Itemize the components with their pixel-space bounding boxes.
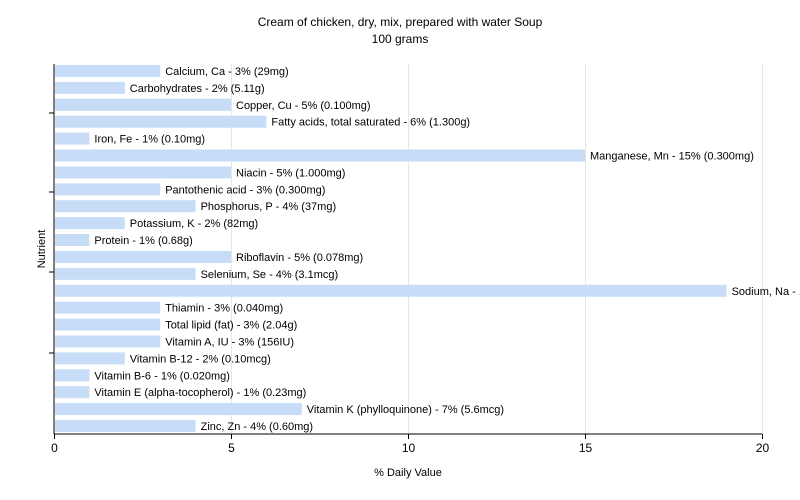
bar <box>55 234 90 247</box>
x-axis-label: % Daily Value <box>374 467 442 479</box>
bar-label: Carbohydrates - 2% (5.11g) <box>130 83 265 95</box>
bar <box>55 420 196 432</box>
bar <box>55 352 125 365</box>
x-tick-label: 20 <box>756 441 770 455</box>
x-tick-label: 10 <box>402 441 416 455</box>
bar-label: Pantothenic acid - 3% (0.300mg) <box>165 184 325 196</box>
bar <box>55 250 231 263</box>
bar-label: Potassium, K - 2% (82mg) <box>130 218 258 230</box>
bar-label: Manganese, Mn - 15% (0.300mg) <box>590 151 754 163</box>
chart-title: Cream of chicken, dry, mix, prepared wit… <box>257 15 543 29</box>
bars: Calcium, Ca - 3% (29mg) Carbohydrates - 2… <box>55 65 800 433</box>
bar-label: Vitamin A, IU - 3% (156IU) <box>165 336 294 348</box>
bar-label: Fatty acids, total saturated - 6% (1.300… <box>271 117 470 129</box>
bar <box>55 369 90 382</box>
bar <box>55 65 161 77</box>
bar <box>55 284 727 297</box>
bar-label: Total lipid (fat) - 3% (2.04g) <box>165 320 297 332</box>
bar-label: Vitamin K (phylloquinone) - 7% (5.6mcg) <box>307 404 504 416</box>
bar-label: Thiamin - 3% (0.040mg) <box>165 303 283 315</box>
bar <box>55 386 90 399</box>
bar-label: Phosphorus, P - 4% (37mg) <box>201 201 337 213</box>
bar-label: Vitamin E (alpha-tocopherol) - 1% (0.23m… <box>94 387 306 399</box>
bar-label: Vitamin B-6 - 1% (0.020mg) <box>94 370 230 382</box>
bar <box>55 183 161 196</box>
bar <box>55 98 231 111</box>
bar <box>55 115 267 128</box>
bar <box>55 200 196 213</box>
x-tick-label: 5 <box>228 441 235 455</box>
bar <box>55 149 585 162</box>
bar <box>55 335 161 348</box>
bar <box>55 217 125 230</box>
bar <box>55 301 161 314</box>
bar-label: Calcium, Ca - 3% (29mg) <box>165 66 288 78</box>
bar-label: Niacin - 5% (1.000mg) <box>236 167 345 179</box>
bar <box>55 267 196 280</box>
bar <box>55 81 125 94</box>
bar-label: Riboflavin - 5% (0.078mg) <box>236 252 363 264</box>
bar-label: Sodium, Na - 19% (454mg) <box>732 286 800 298</box>
bar-label: Iron, Fe - 1% (0.10mg) <box>94 134 205 146</box>
bar-label: Protein - 1% (0.68g) <box>94 235 192 247</box>
bar-label: Zinc, Zn - 4% (0.60mg) <box>201 421 313 433</box>
y-ticks <box>49 112 54 354</box>
x-tick-label: 0 <box>51 441 58 455</box>
y-axis-label: Nutrient <box>36 230 48 269</box>
chart-subtitle: 100 grams <box>371 32 429 46</box>
bar-label: Selenium, Se - 4% (3.1mcg) <box>201 269 339 281</box>
x-tick-label: 15 <box>579 441 593 455</box>
x-ticks: 0 5 10 15 20 <box>51 434 769 455</box>
bar-label: Vitamin B-12 - 2% (0.10mcg) <box>130 353 271 365</box>
bar <box>55 403 302 416</box>
bar-label: Copper, Cu - 5% (0.100mg) <box>236 100 371 112</box>
bar <box>55 318 161 331</box>
bar <box>55 166 231 179</box>
bar <box>55 132 90 145</box>
